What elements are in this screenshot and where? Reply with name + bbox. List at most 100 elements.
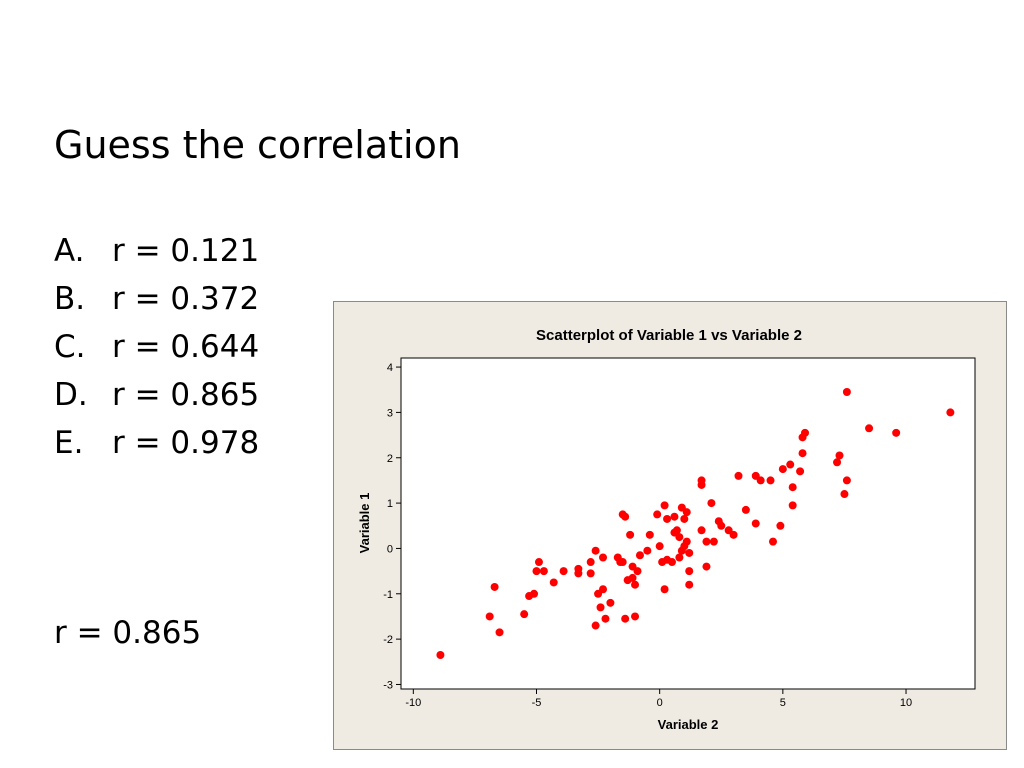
option-text: r = 0.372 (112, 281, 260, 317)
scatterplot-panel: Scatterplot of Variable 1 vs Variable 2 … (333, 301, 1007, 750)
data-point (685, 580, 694, 589)
data-point (485, 612, 494, 621)
data-point (660, 501, 669, 510)
chart-title: Scatterplot of Variable 1 vs Variable 2 (536, 327, 802, 344)
data-point (682, 508, 691, 517)
data-point (788, 501, 797, 510)
data-point (645, 530, 654, 539)
data-point (532, 567, 541, 576)
data-point (549, 578, 558, 587)
answer-text: r = 0.865 (54, 615, 202, 651)
option-text: r = 0.644 (112, 329, 260, 365)
data-point (574, 564, 583, 573)
data-point (606, 598, 615, 607)
data-point (495, 628, 504, 637)
data-point (618, 558, 627, 567)
data-point (667, 558, 676, 567)
y-tick-label: -2 (383, 634, 393, 646)
data-point (631, 612, 640, 621)
data-point (660, 585, 669, 594)
data-point (741, 505, 750, 514)
data-point (768, 537, 777, 546)
data-point (591, 621, 600, 630)
x-tick-label: 0 (657, 697, 663, 709)
slide-title: Guess the correlation (54, 123, 461, 167)
scatterplot-chart: Scatterplot of Variable 1 vs Variable 2 … (357, 327, 976, 732)
data-point (892, 428, 901, 437)
data-point (626, 530, 635, 539)
x-tick-label: -10 (405, 697, 421, 709)
data-point (596, 603, 605, 612)
option-e: E. r = 0.978 (54, 424, 259, 472)
data-point (530, 589, 539, 598)
data-point (663, 514, 672, 523)
data-point (586, 558, 595, 567)
data-point (490, 582, 499, 591)
data-point (655, 542, 664, 551)
y-tick-label: -1 (383, 589, 393, 601)
data-point (631, 580, 640, 589)
data-point (801, 428, 810, 437)
data-point (599, 585, 608, 594)
data-point (833, 458, 842, 467)
data-point (734, 471, 743, 480)
data-point (685, 548, 694, 557)
data-point (842, 476, 851, 485)
data-point (702, 537, 711, 546)
data-point (680, 514, 689, 523)
data-point (628, 573, 637, 582)
data-point (621, 512, 630, 521)
data-point (717, 521, 726, 530)
data-point (842, 388, 851, 397)
data-point (697, 526, 706, 535)
y-tick-label: 3 (387, 407, 393, 419)
data-points (436, 388, 955, 659)
data-point (599, 553, 608, 562)
option-a: A. r = 0.121 (54, 232, 259, 280)
option-d: D. r = 0.865 (54, 376, 259, 424)
data-point (436, 650, 445, 659)
data-point (751, 519, 760, 528)
option-letter: C. (54, 329, 86, 365)
data-point (778, 465, 787, 474)
data-point (559, 567, 568, 576)
data-point (798, 449, 807, 458)
option-text: r = 0.865 (112, 377, 260, 413)
x-axis: -10 -5 0 5 10 (405, 689, 912, 709)
option-b: B. r = 0.372 (54, 280, 259, 328)
data-point (707, 499, 716, 508)
data-point (670, 512, 679, 521)
option-text: r = 0.978 (112, 425, 260, 461)
option-letter: E. (54, 425, 84, 461)
x-tick-label: 10 (900, 697, 912, 709)
data-point (520, 610, 529, 619)
data-point (635, 551, 644, 560)
y-tick-label: 1 (387, 498, 393, 510)
data-point (702, 562, 711, 571)
y-tick-label: 4 (387, 362, 393, 374)
data-point (796, 467, 805, 476)
data-point (766, 476, 775, 485)
data-point (675, 533, 684, 542)
option-letter: B. (54, 281, 86, 317)
data-point (865, 424, 874, 433)
x-axis-label: Variable 2 (658, 717, 719, 732)
data-point (601, 614, 610, 623)
data-point (946, 408, 955, 417)
data-point (697, 480, 706, 489)
x-tick-label: 5 (780, 697, 786, 709)
data-point (709, 537, 718, 546)
data-point (776, 521, 785, 530)
option-c: C. r = 0.644 (54, 328, 259, 376)
y-tick-label: 0 (387, 543, 393, 555)
data-point (682, 537, 691, 546)
option-letter: A. (54, 233, 85, 269)
data-point (633, 567, 642, 576)
data-point (835, 451, 844, 460)
data-point (675, 553, 684, 562)
data-point (591, 546, 600, 555)
data-point (621, 614, 630, 623)
data-point (672, 526, 681, 535)
data-point (756, 476, 765, 485)
data-point (586, 569, 595, 578)
